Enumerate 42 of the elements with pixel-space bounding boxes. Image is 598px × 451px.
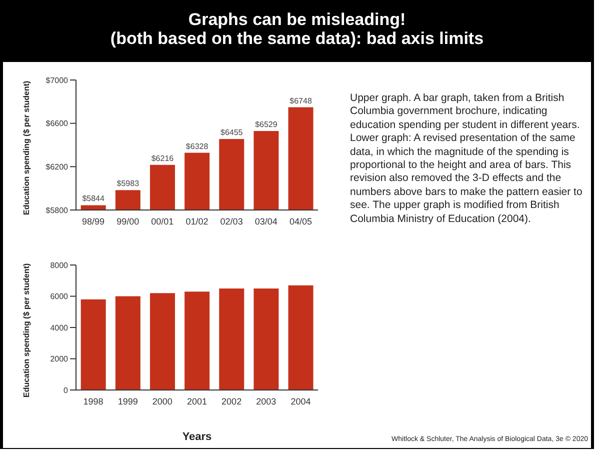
bar (288, 285, 314, 390)
y-tick-label: 8000 (50, 260, 69, 270)
data-label: $6455 (220, 128, 244, 138)
x-tick-label: 1998 (83, 396, 104, 406)
data-label: $5983 (116, 179, 140, 188)
x-tick-label: 04/05 (289, 216, 312, 226)
y-tick-label: $7000 (46, 76, 69, 85)
x-tick-label: 98/99 (82, 216, 105, 226)
y-tick-label: 2000 (50, 354, 69, 364)
bar (150, 293, 175, 390)
text: Upper graph. A bar graph, taken from a British Columbia government brochure, indicating education spending per student in different years. Lower graph: A revised presentation of the same data, in which the magnitude of the spending is proportional to the height and area of bars. This revision also removed the 3-D effects and the numbers above bars to make the pattern easier to see. The upper graph is modified from British Columbia Ministry of Education (2004). (350, 92, 582, 225)
bar (115, 296, 140, 390)
x-tick-label: 2004 (290, 396, 311, 406)
chart-title: Graphs can be misleading! (both based on the same data): bad axis limits (0, 0, 594, 62)
y-axis-title: Education spending ($ per student) (22, 80, 31, 215)
y-tick-label: $6200 (46, 162, 69, 172)
x-tick-label: 2002 (222, 396, 242, 406)
x-tick-label: 02/03 (220, 216, 243, 226)
data-label: $6328 (186, 142, 209, 151)
y-tick-label: 4000 (50, 323, 69, 332)
x-tick-label: 1999 (118, 396, 138, 406)
data-label: $6216 (151, 154, 174, 163)
data-label: $6529 (255, 120, 278, 130)
bar (254, 288, 279, 390)
x-tick-label: 00/01 (151, 216, 174, 226)
x-tick-label: 99/00 (116, 216, 140, 226)
bar (219, 288, 244, 390)
bar (80, 299, 106, 390)
x-axis-title: Years (182, 431, 212, 443)
y-tick-label: 6000 (50, 292, 69, 302)
x-tick-label: 2001 (186, 396, 208, 406)
y-tick-label: 0 (64, 386, 69, 395)
x-tick-label: 2000 (152, 396, 172, 406)
data-label: $5844 (82, 194, 106, 204)
x-tick-label: 03/04 (254, 216, 278, 226)
bar (184, 292, 210, 390)
y-tick-label: $5800 (46, 206, 69, 215)
y-axis-title: Education spending ($ per student) (22, 262, 31, 398)
data-label: $6748 (290, 96, 312, 106)
x-tick-label: 2003 (256, 396, 276, 406)
x-tick-label: 01/02 (186, 216, 208, 226)
y-tick-label: $6600 (46, 119, 69, 128)
